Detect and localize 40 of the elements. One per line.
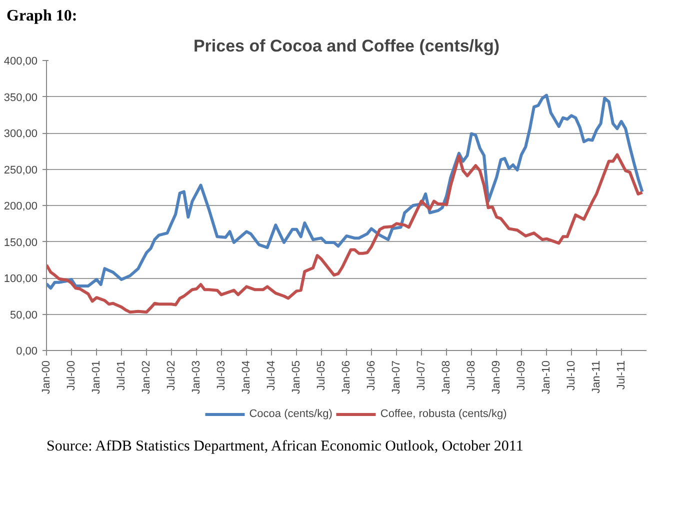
y-tick-label: 100,00 bbox=[4, 273, 38, 285]
y-tick-label: 50,00 bbox=[10, 309, 38, 322]
x-tick-label: Jul-08 bbox=[465, 360, 478, 390]
x-tick-label: Jan-11 bbox=[590, 360, 603, 394]
x-tick-label: Jan-03 bbox=[190, 360, 203, 394]
y-tick-label: 0,00 bbox=[16, 346, 38, 358]
legend-label: Coffee, robusta (cents/kg) bbox=[380, 408, 507, 420]
x-tick-label: Jul-01 bbox=[115, 360, 128, 390]
caption: Graph 10: bbox=[6, 8, 78, 24]
y-tick-label: 400,00 bbox=[4, 56, 38, 68]
x-tick-label: Jan-06 bbox=[340, 360, 353, 394]
x-tick-label: Jan-04 bbox=[240, 360, 252, 394]
y-tick-label: 250,00 bbox=[4, 164, 38, 176]
y-tick-label: 350,00 bbox=[4, 92, 38, 104]
source-note: Source: AfDB Statistics Department, African Economic Outlook, October 2011 bbox=[46, 438, 524, 454]
x-tick-label: Jan-05 bbox=[290, 360, 303, 394]
chart-title: Prices of Cocoa and Coffee (cents/kg) bbox=[193, 36, 500, 56]
x-tick-label: Jan-02 bbox=[140, 360, 153, 394]
y-tick-label: 150,00 bbox=[4, 236, 38, 249]
x-tick-label: Jan-09 bbox=[490, 360, 503, 394]
x-tick-label: Jul-03 bbox=[215, 360, 228, 390]
x-tick-label: Jul-02 bbox=[165, 360, 178, 390]
y-tick-label: 200,00 bbox=[4, 200, 38, 212]
y-tick-label: 300,00 bbox=[4, 128, 38, 140]
legend-label: Cocoa (cents/kg) bbox=[249, 408, 332, 420]
x-tick-label: Jul-10 bbox=[565, 360, 578, 390]
x-tick-label: Jul-04 bbox=[265, 360, 278, 390]
x-tick-label: Jan-10 bbox=[540, 360, 553, 394]
x-tick-label: Jul-09 bbox=[515, 360, 528, 390]
x-tick-label: Jan-01 bbox=[90, 360, 103, 394]
x-tick-label: Jan-08 bbox=[440, 360, 452, 394]
x-tick-label: Jul-07 bbox=[415, 360, 428, 390]
x-tick-label: Jul-06 bbox=[365, 360, 378, 390]
x-tick-label: Jul-11 bbox=[615, 360, 628, 390]
x-tick-label: Jan-00 bbox=[40, 360, 52, 394]
x-tick-label: Jan-07 bbox=[390, 360, 403, 394]
x-tick-label: Jul-05 bbox=[315, 360, 328, 390]
line-series bbox=[46, 94, 644, 290]
x-tick-label: Jul-00 bbox=[65, 360, 78, 390]
line-series bbox=[46, 153, 644, 314]
